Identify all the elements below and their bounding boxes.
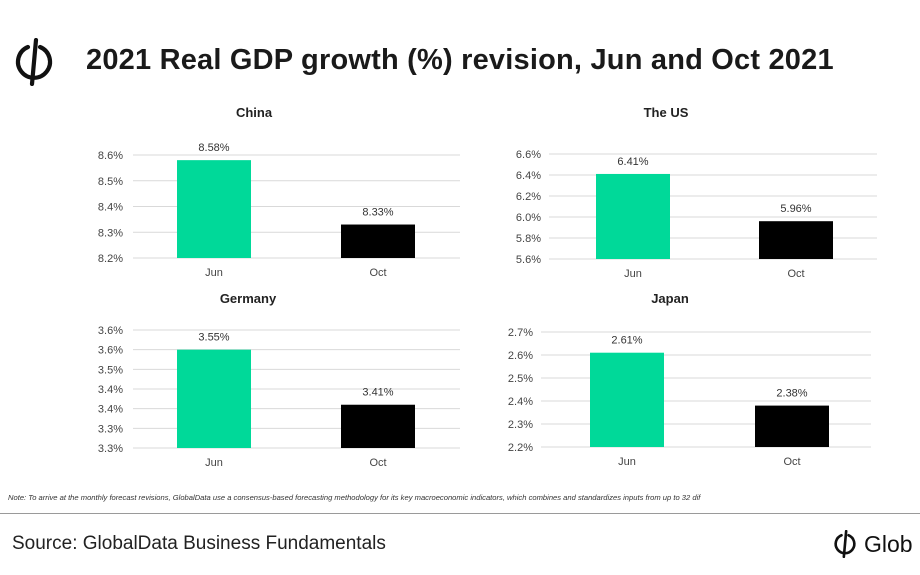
y-tick-label: 3.3% (98, 443, 123, 455)
y-tick-label: 3.6% (98, 345, 123, 357)
y-tick-label: 6.4% (516, 170, 541, 182)
brand-icon (834, 530, 856, 558)
charts-area: China 8.2% 8.3% 8.4% 8.5% 8.6% 8.58% Jun 8.33% Oc… (98, 105, 877, 469)
x-tick-label: Jun (205, 457, 223, 469)
bar-oct (755, 405, 829, 447)
y-tick-label: 5.8% (516, 233, 541, 245)
x-tick-label: Oct (369, 267, 386, 279)
x-tick-label: Oct (787, 268, 804, 280)
y-tick-label: 2.6% (508, 350, 533, 362)
header: 2021 Real GDP growth (%) revision, Jun a… (0, 0, 920, 100)
data-label: 3.55% (198, 332, 229, 344)
y-tick-label: 2.7% (508, 327, 533, 339)
y-tick-label: 2.3% (508, 419, 533, 431)
y-tick-label: 3.4% (98, 384, 123, 396)
bar-oct (341, 224, 415, 258)
y-tick-label: 3.5% (98, 364, 123, 376)
chart-title: China (236, 105, 273, 120)
x-tick-label: Jun (618, 456, 636, 468)
y-tick-label: 6.2% (516, 191, 541, 203)
y-tick-label: 3.6% (98, 325, 123, 337)
bar-jun (177, 349, 251, 448)
bar-jun (177, 160, 251, 258)
y-tick-label: 6.0% (516, 212, 541, 224)
chart-title: Japan (651, 291, 689, 306)
bar-oct (341, 404, 415, 448)
page-title: 2021 Real GDP growth (%) revision, Jun a… (86, 44, 834, 76)
y-tick-label: 6.6% (516, 149, 541, 161)
data-label: 5.96% (780, 203, 811, 215)
chart-title: The US (644, 105, 689, 120)
data-label: 3.41% (362, 387, 393, 399)
data-label: 2.38% (776, 388, 807, 400)
data-label: 2.61% (611, 335, 642, 347)
y-tick-label: 8.3% (98, 227, 123, 239)
footnote: Note: To arrive at the monthly forecast … (8, 493, 701, 502)
y-tick-label: 2.5% (508, 373, 533, 385)
source-text: Source: GlobalData Business Fundamentals (12, 533, 386, 554)
y-tick-label: 8.6% (98, 150, 123, 162)
y-tick-label: 2.2% (508, 442, 533, 454)
y-tick-label: 5.6% (516, 254, 541, 266)
bar-oct (759, 221, 833, 259)
x-tick-label: Jun (205, 267, 223, 279)
y-tick-label: 8.5% (98, 176, 123, 188)
y-tick-label: 2.4% (508, 396, 533, 408)
x-tick-label: Jun (624, 268, 642, 280)
globaldata-logo-icon (15, 38, 53, 86)
data-label: 8.58% (198, 142, 229, 154)
y-tick-label: 3.4% (98, 404, 123, 416)
chart-title: Germany (220, 291, 277, 306)
y-tick-label: 3.3% (98, 423, 123, 435)
bar-jun (596, 173, 670, 259)
x-tick-label: Oct (783, 456, 800, 468)
x-tick-label: Oct (369, 457, 386, 469)
divider (0, 513, 920, 514)
y-tick-label: 8.2% (98, 253, 123, 265)
y-tick-label: 8.4% (98, 202, 123, 214)
bar-jun (590, 352, 664, 447)
brand-text: Glob (864, 531, 913, 557)
data-label: 6.41% (617, 156, 648, 168)
data-label: 8.33% (362, 207, 393, 219)
